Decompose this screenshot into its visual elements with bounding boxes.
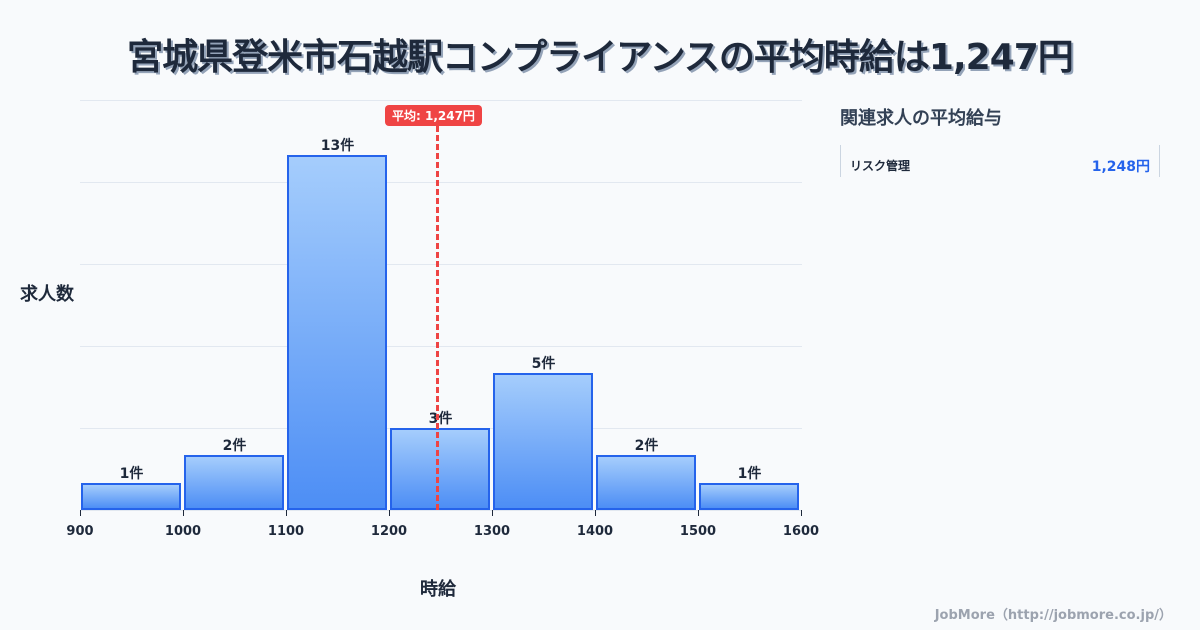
grid-line xyxy=(80,100,802,101)
histogram-bar[interactable] xyxy=(596,455,696,510)
grid-line xyxy=(80,182,802,183)
related-job-name: リスク管理 xyxy=(850,159,911,173)
bar-value-label: 1件 xyxy=(737,465,762,482)
bar-value-label: 13件 xyxy=(320,137,355,154)
histogram-bar[interactable] xyxy=(493,373,593,510)
page-title: 宮城県登米市石越駅コンプライアンスの平均時給は1,247円 xyxy=(127,37,1074,78)
x-tick-label: 1600 xyxy=(782,524,820,539)
x-tick-label: 1400 xyxy=(576,524,614,539)
histogram-bar[interactable] xyxy=(287,154,387,510)
average-badge: 平均: 1,247円 xyxy=(385,105,482,126)
grid-line xyxy=(80,510,802,511)
x-tick-label: 1300 xyxy=(473,524,511,539)
related-salary-row[interactable]: リスク管理 1,248円 xyxy=(840,145,1160,177)
x-tick xyxy=(698,510,699,516)
x-axis-label: 時給 xyxy=(420,579,456,600)
x-tick-label: 1100 xyxy=(267,524,305,539)
x-tick-label: 1500 xyxy=(679,524,717,539)
x-tick xyxy=(595,510,596,516)
y-axis-label: 求人数 xyxy=(20,284,74,305)
x-tick xyxy=(286,510,287,516)
x-tick-label: 1200 xyxy=(370,524,408,539)
x-tick xyxy=(80,510,81,516)
histogram-bar[interactable] xyxy=(390,428,490,510)
bar-value-label: 1件 xyxy=(119,465,144,482)
bar-value-label: 5件 xyxy=(531,356,556,373)
x-tick-label: 1000 xyxy=(164,524,202,539)
grid-line xyxy=(80,264,802,265)
footer-credit: JobMore（http://jobmore.co.jp/） xyxy=(934,608,1172,623)
related-salary-title: 関連求人の平均給与 xyxy=(840,108,1002,129)
histogram-bar[interactable] xyxy=(184,455,284,510)
x-tick xyxy=(183,510,184,516)
bar-value-label: 3件 xyxy=(428,411,453,427)
histogram-bar[interactable] xyxy=(699,482,799,510)
x-tick xyxy=(389,510,390,516)
x-tick xyxy=(801,510,802,516)
bar-value-label: 2件 xyxy=(634,438,659,455)
average-line xyxy=(436,126,439,510)
related-job-salary: 1,248円 xyxy=(1091,159,1150,175)
grid-line xyxy=(80,346,802,347)
x-tick xyxy=(492,510,493,516)
x-tick-label: 900 xyxy=(66,524,94,539)
bar-value-label: 2件 xyxy=(222,438,247,455)
histogram-bar[interactable] xyxy=(81,482,181,510)
